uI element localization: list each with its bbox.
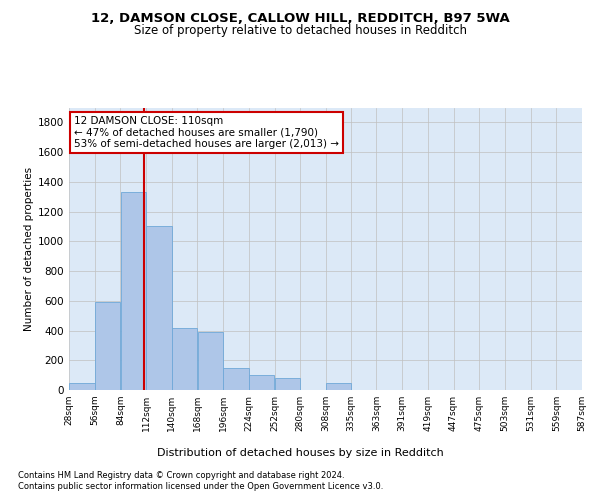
Bar: [197, 332, 223, 390]
Bar: [146, 226, 172, 390]
Bar: [275, 378, 300, 390]
Text: Size of property relative to detached houses in Redditch: Size of property relative to detached ho…: [133, 24, 467, 37]
Bar: [69, 382, 95, 390]
Bar: [249, 375, 274, 390]
Bar: [223, 368, 249, 390]
Text: 12 DAMSON CLOSE: 110sqm
← 47% of detached houses are smaller (1,790)
53% of semi: 12 DAMSON CLOSE: 110sqm ← 47% of detache…: [74, 116, 339, 149]
Y-axis label: Number of detached properties: Number of detached properties: [24, 166, 34, 331]
Bar: [326, 382, 350, 390]
Text: Contains public sector information licensed under the Open Government Licence v3: Contains public sector information licen…: [18, 482, 383, 491]
Bar: [121, 192, 146, 390]
Text: Distribution of detached houses by size in Redditch: Distribution of detached houses by size …: [157, 448, 443, 458]
Bar: [95, 302, 120, 390]
Text: Contains HM Land Registry data © Crown copyright and database right 2024.: Contains HM Land Registry data © Crown c…: [18, 471, 344, 480]
Bar: [172, 328, 197, 390]
Text: 12, DAMSON CLOSE, CALLOW HILL, REDDITCH, B97 5WA: 12, DAMSON CLOSE, CALLOW HILL, REDDITCH,…: [91, 12, 509, 26]
